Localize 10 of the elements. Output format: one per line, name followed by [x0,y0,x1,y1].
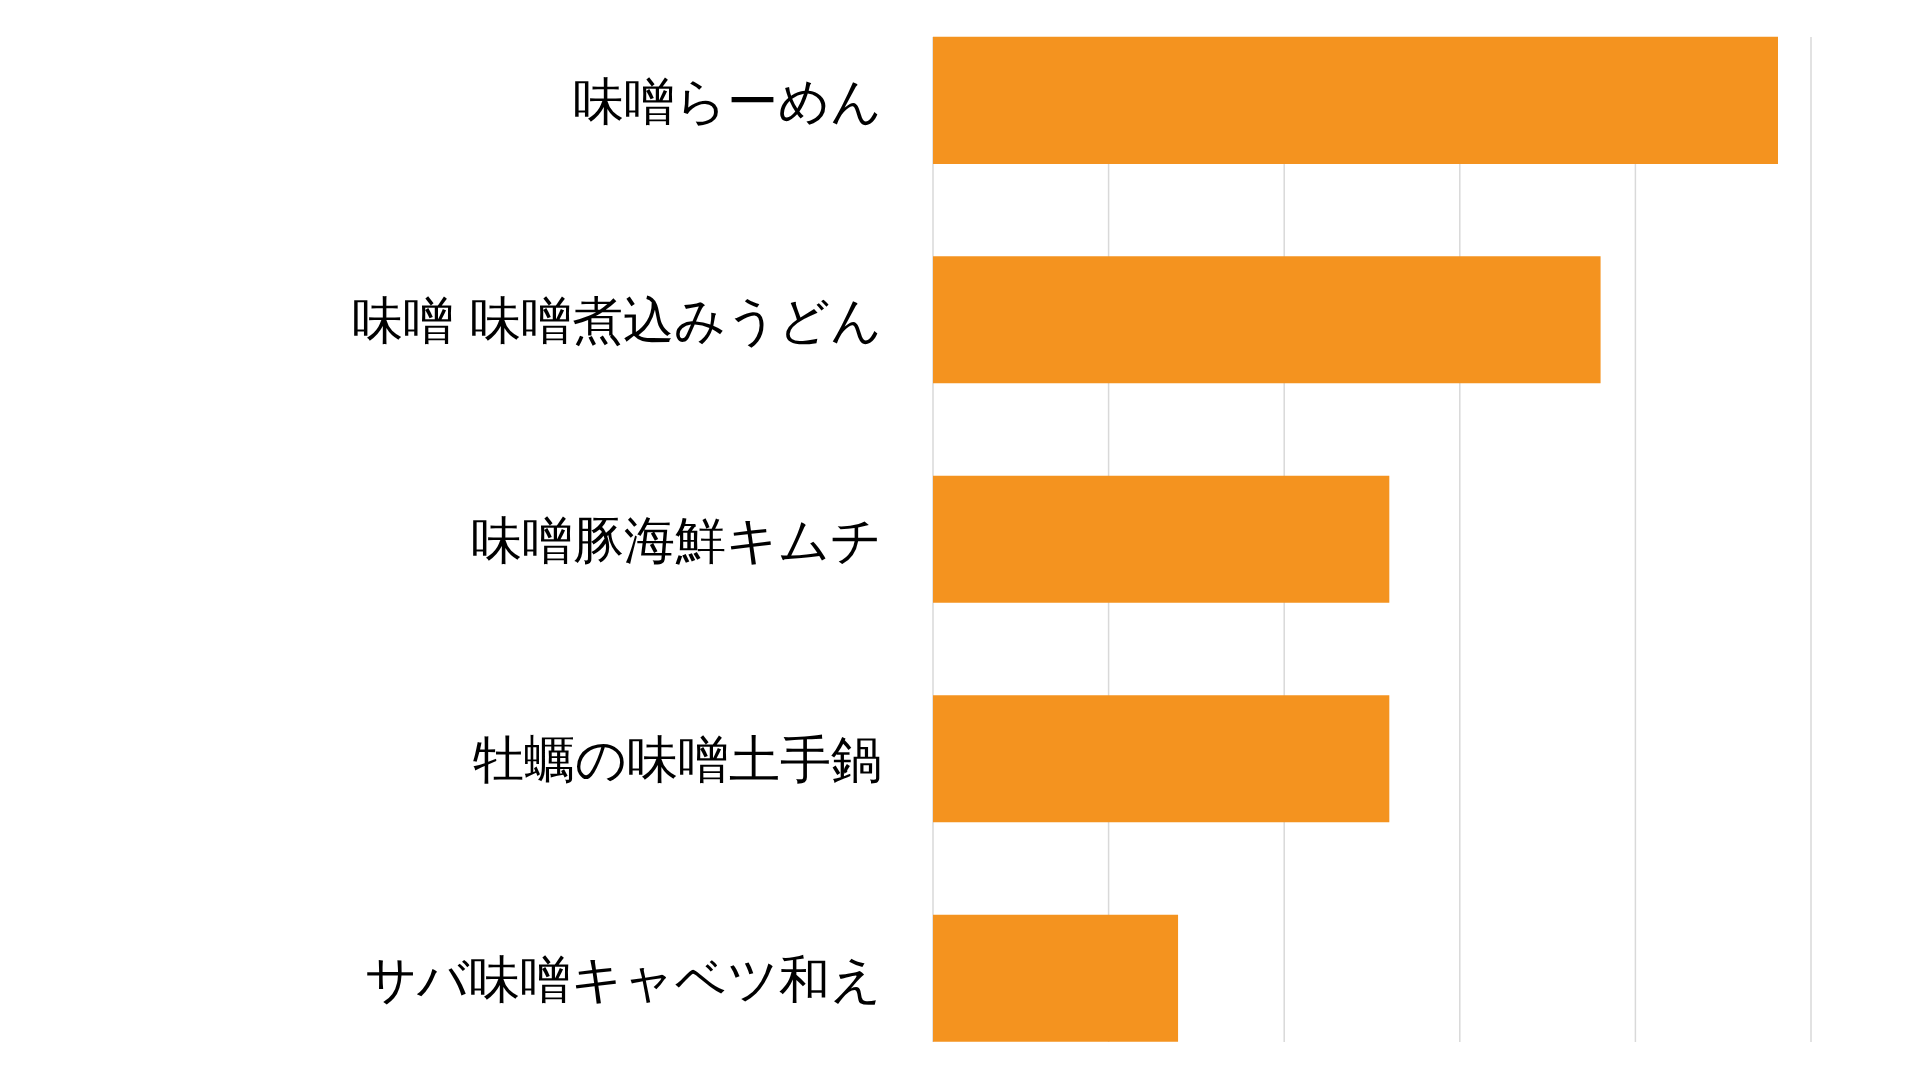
y-tick-label: 味噌 味噌煮込みうどん [351,291,882,351]
y-tick-label: サバ味噌キャベツ和え [365,949,882,1009]
bar [933,695,1390,823]
bar [933,36,1779,164]
bar [933,475,1390,603]
y-tick-label: 味噌らーめん [573,71,882,131]
y-tick-label: 牡蠣の味噌土手鍋 [473,730,882,790]
y-tick-label: 味噌豚海鮮キムチ [471,510,882,570]
bar [933,914,1179,1042]
bar [933,256,1601,384]
